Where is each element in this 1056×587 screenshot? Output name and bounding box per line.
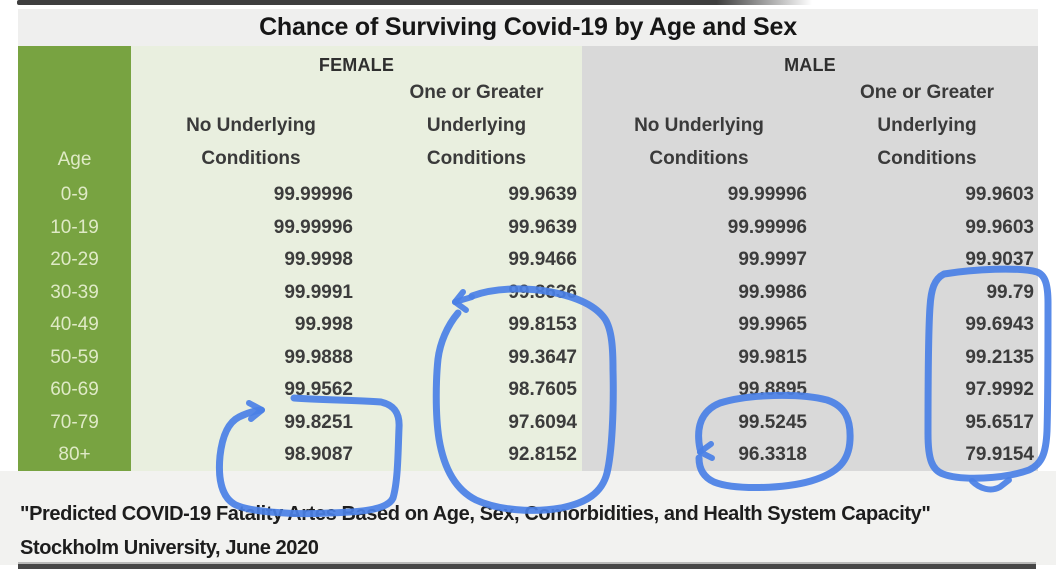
- cell-female-one-cond: 92.8152: [371, 439, 582, 472]
- cell-female-no-cond: 99.9562: [131, 374, 371, 407]
- bottom-divider-rule: [18, 564, 1036, 569]
- cell-female-no-cond: 99.998: [131, 309, 371, 342]
- female-one-or-greater-header: One or Greater Underlying Conditions: [371, 76, 582, 179]
- age-row-label: 70-79: [18, 406, 131, 439]
- header-line: Conditions: [201, 148, 301, 169]
- cell-female-no-cond: 99.8251: [131, 406, 371, 439]
- cell-male-one-cond: 99.9603: [816, 179, 1038, 212]
- header-line: Conditions: [426, 148, 527, 169]
- top-divider-rule: [17, 0, 812, 5]
- female-no-conditions-header: No Underlying Conditions: [131, 76, 371, 179]
- header-line: No Underlying: [186, 115, 316, 136]
- male-group-header: MALE: [582, 46, 1038, 76]
- cell-female-one-cond: 99.9639: [371, 179, 582, 212]
- cell-female-no-cond: 98.9087: [131, 439, 371, 472]
- cell-female-one-cond: 99.9466: [371, 244, 582, 277]
- source-quote: "Predicted COVID-19 Fatality Artes Based…: [20, 503, 931, 525]
- cell-male-one-cond: 79.9154: [816, 439, 1038, 472]
- cell-female-one-cond: 99.9639: [371, 211, 582, 244]
- cell-male-one-cond: 99.6943: [816, 309, 1038, 342]
- cell-female-no-cond: 99.9991: [131, 276, 371, 309]
- cell-male-no-cond: 99.5245: [582, 406, 816, 439]
- female-group-header: FEMALE: [131, 46, 582, 76]
- cell-female-no-cond: 99.9888: [131, 341, 371, 374]
- header-line: Underlying: [426, 115, 527, 136]
- cell-male-no-cond: 99.8895: [582, 374, 816, 407]
- cell-male-one-cond: 95.6517: [816, 406, 1038, 439]
- age-row-label: 50-59: [18, 341, 131, 374]
- cell-male-one-cond: 99.9603: [816, 211, 1038, 244]
- cell-female-one-cond: 99.8153: [371, 309, 582, 342]
- header-line: Conditions: [649, 148, 749, 169]
- cell-female-one-cond: 99.3647: [371, 341, 582, 374]
- header-line: Underlying: [877, 115, 977, 136]
- age-row-label: 80+: [18, 439, 131, 472]
- male-one-or-greater-header: One or Greater Underlying Conditions: [816, 76, 1038, 179]
- age-column-header: Age: [18, 46, 131, 179]
- header-line: No Underlying: [634, 115, 764, 136]
- cell-male-one-cond: 99.2135: [816, 341, 1038, 374]
- cell-male-no-cond: 99.99996: [582, 179, 816, 212]
- survival-table: Age FEMALE MALE No Underlying Conditions…: [18, 46, 1038, 472]
- cell-male-one-cond: 99.79: [816, 276, 1038, 309]
- cell-female-one-cond: 99.8636: [371, 276, 582, 309]
- cell-male-no-cond: 99.9965: [582, 309, 816, 342]
- age-row-label: 60-69: [18, 374, 131, 407]
- table-title: Chance of Surviving Covid-19 by Age and …: [18, 9, 1038, 46]
- cell-female-no-cond: 99.99996: [131, 211, 371, 244]
- cell-female-no-cond: 99.99996: [131, 179, 371, 212]
- cell-female-one-cond: 97.6094: [371, 406, 582, 439]
- cell-male-no-cond: 96.3318: [582, 439, 816, 472]
- cell-male-no-cond: 99.9997: [582, 244, 816, 277]
- header-line: One or Greater: [859, 82, 995, 103]
- cell-male-no-cond: 99.9986: [582, 276, 816, 309]
- age-row-label: 40-49: [18, 309, 131, 342]
- header-line: Conditions: [877, 148, 977, 169]
- age-row-label: 10-19: [18, 211, 131, 244]
- cell-female-no-cond: 99.9998: [131, 244, 371, 277]
- cell-male-one-cond: 99.9037: [816, 244, 1038, 277]
- cell-male-no-cond: 99.9815: [582, 341, 816, 374]
- cell-female-one-cond: 98.7605: [371, 374, 582, 407]
- age-row-label: 30-39: [18, 276, 131, 309]
- header-line: One or Greater: [409, 82, 544, 103]
- age-row-label: 20-29: [18, 244, 131, 277]
- source-organization: Stockholm University, June 2020: [20, 537, 319, 559]
- cell-male-no-cond: 99.99996: [582, 211, 816, 244]
- male-no-conditions-header: No Underlying Conditions: [582, 76, 816, 179]
- age-row-label: 0-9: [18, 179, 131, 212]
- table-title-text: Chance of Surviving Covid-19 by Age and …: [259, 13, 797, 41]
- cell-male-one-cond: 97.9992: [816, 374, 1038, 407]
